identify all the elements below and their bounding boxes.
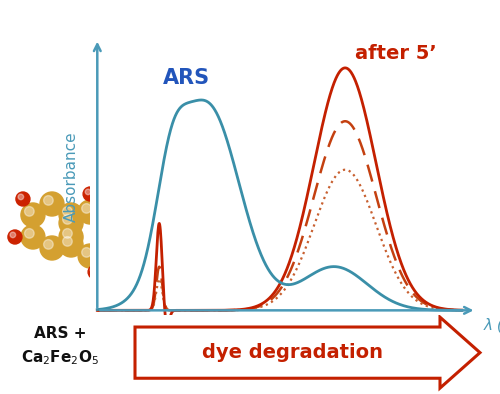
Circle shape bbox=[90, 267, 96, 273]
Circle shape bbox=[120, 212, 130, 221]
Circle shape bbox=[116, 252, 140, 276]
Text: dye degradation: dye degradation bbox=[202, 343, 383, 362]
Text: λ (nm): λ (nm) bbox=[484, 318, 500, 333]
Circle shape bbox=[18, 194, 24, 200]
Circle shape bbox=[59, 233, 83, 257]
Circle shape bbox=[8, 230, 22, 244]
Text: ARS +: ARS + bbox=[34, 326, 86, 341]
Circle shape bbox=[83, 187, 97, 201]
Circle shape bbox=[97, 233, 121, 257]
Circle shape bbox=[59, 225, 83, 249]
Circle shape bbox=[97, 211, 121, 235]
Circle shape bbox=[136, 219, 160, 243]
Circle shape bbox=[116, 208, 140, 232]
Circle shape bbox=[24, 229, 34, 238]
Text: ARS: ARS bbox=[163, 68, 210, 88]
Circle shape bbox=[44, 240, 53, 249]
Circle shape bbox=[59, 203, 83, 227]
Circle shape bbox=[101, 223, 110, 232]
Circle shape bbox=[154, 216, 168, 230]
Circle shape bbox=[24, 206, 34, 216]
Circle shape bbox=[114, 258, 124, 268]
Circle shape bbox=[156, 218, 162, 224]
Circle shape bbox=[78, 200, 102, 224]
Text: Absorbance: Absorbance bbox=[64, 132, 80, 222]
Circle shape bbox=[62, 206, 72, 216]
Circle shape bbox=[101, 215, 110, 224]
Circle shape bbox=[101, 237, 110, 246]
Circle shape bbox=[78, 244, 102, 268]
Circle shape bbox=[59, 211, 83, 235]
Circle shape bbox=[139, 223, 148, 232]
Text: Ca$_2$Fe$_2$O$_5$: Ca$_2$Fe$_2$O$_5$ bbox=[21, 348, 99, 367]
Circle shape bbox=[21, 203, 45, 227]
Circle shape bbox=[21, 225, 45, 249]
Circle shape bbox=[82, 247, 92, 257]
Circle shape bbox=[62, 215, 72, 224]
Circle shape bbox=[110, 254, 136, 280]
Circle shape bbox=[136, 241, 160, 265]
Circle shape bbox=[62, 237, 72, 246]
Circle shape bbox=[112, 281, 119, 288]
Circle shape bbox=[97, 241, 121, 265]
Circle shape bbox=[88, 265, 102, 279]
Circle shape bbox=[62, 229, 72, 238]
Circle shape bbox=[40, 192, 64, 216]
Polygon shape bbox=[135, 317, 480, 388]
Text: after 5’: after 5’ bbox=[356, 44, 437, 63]
Circle shape bbox=[139, 245, 148, 254]
Circle shape bbox=[10, 232, 16, 238]
Circle shape bbox=[109, 278, 127, 296]
Circle shape bbox=[82, 204, 92, 213]
Circle shape bbox=[44, 195, 53, 205]
Circle shape bbox=[16, 192, 30, 206]
Circle shape bbox=[120, 256, 130, 265]
Circle shape bbox=[40, 236, 64, 260]
Circle shape bbox=[85, 189, 91, 195]
Circle shape bbox=[97, 219, 121, 243]
Circle shape bbox=[101, 245, 110, 254]
